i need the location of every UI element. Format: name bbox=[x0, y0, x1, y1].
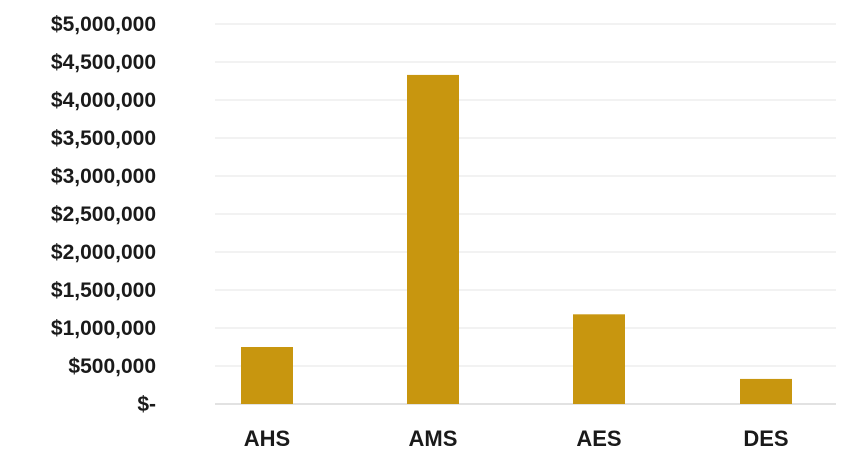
y-tick-label: $- bbox=[137, 393, 156, 416]
x-tick-label-aes: AES bbox=[576, 426, 621, 451]
x-axis: AHS AMS AES DES bbox=[244, 426, 789, 451]
y-tick-label: $2,000,000 bbox=[51, 241, 156, 264]
y-tick-label: $1,000,000 bbox=[51, 317, 156, 340]
x-tick-label-ahs: AHS bbox=[244, 426, 290, 451]
bar-ams bbox=[407, 74, 459, 405]
y-tick-label: $4,000,000 bbox=[51, 89, 156, 112]
y-tick-label: $2,500,000 bbox=[51, 203, 156, 226]
bar-des bbox=[740, 378, 792, 404]
y-tick-label: $3,000,000 bbox=[51, 165, 156, 188]
y-tick-label: $3,500,000 bbox=[51, 127, 156, 150]
gridlines bbox=[215, 23, 836, 405]
x-tick-label-des: DES bbox=[743, 426, 788, 451]
bar-aes bbox=[573, 314, 625, 404]
y-tick-label: $4,500,000 bbox=[51, 51, 156, 74]
x-tick-label-ams: AMS bbox=[409, 426, 458, 451]
y-tick-label: $5,000,000 bbox=[51, 13, 156, 36]
bar-ahs bbox=[241, 347, 293, 404]
y-tick-label: $500,000 bbox=[68, 355, 156, 378]
y-axis: $- $500,000 $1,000,000 $1,500,000 $2,000,000… bbox=[51, 13, 156, 416]
y-tick-label: $1,500,000 bbox=[51, 279, 156, 302]
bars bbox=[241, 74, 792, 405]
